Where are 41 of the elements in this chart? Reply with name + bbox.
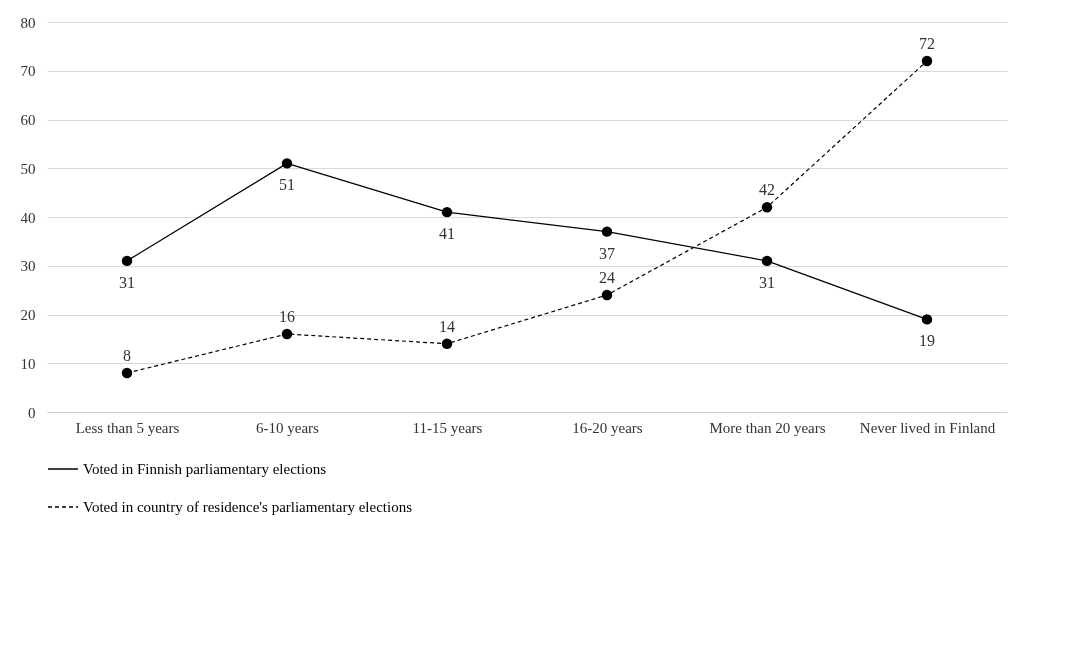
x-tick-label: 6-10 years xyxy=(256,419,320,436)
point xyxy=(761,202,773,213)
data-label: 51 xyxy=(279,176,295,194)
x-tick-label: More than 20 years xyxy=(709,419,826,436)
data-label: 14 xyxy=(439,317,455,335)
y-tick-label: 30 xyxy=(20,258,36,275)
point xyxy=(761,255,773,267)
data-label: 24 xyxy=(599,269,615,286)
point xyxy=(601,226,613,237)
y-tick-label: 0 xyxy=(28,404,36,421)
point xyxy=(441,206,453,218)
y-tick-label: 60 xyxy=(20,112,36,128)
point xyxy=(441,338,453,349)
y-tick-label: 40 xyxy=(20,209,36,226)
data-label: 41 xyxy=(439,225,455,243)
data-label: 31 xyxy=(119,273,135,291)
point xyxy=(281,328,293,340)
y-tick-label: 70 xyxy=(20,63,36,80)
data-label: 19 xyxy=(919,332,935,350)
point xyxy=(601,289,613,301)
legend-label: Voted in country of residence's parliamentary elections xyxy=(83,499,413,515)
point xyxy=(121,255,133,267)
y-tick-label: 20 xyxy=(20,307,36,323)
x-tick-label: 16-20 years xyxy=(572,419,643,436)
point xyxy=(121,367,133,379)
data-label: 37 xyxy=(599,244,615,262)
data-label: 31 xyxy=(759,273,775,291)
point xyxy=(281,158,293,169)
data-label: 42 xyxy=(759,181,775,199)
data-label: 72 xyxy=(919,35,935,52)
point xyxy=(921,55,933,67)
y-tick-label: 10 xyxy=(20,355,36,372)
data-label: 16 xyxy=(279,308,295,325)
y-tick-label: 80 xyxy=(20,14,36,31)
data-label: 8 xyxy=(123,347,131,364)
x-tick-label: Never lived in Finland xyxy=(859,419,996,436)
point xyxy=(921,314,933,325)
legend-label: Voted in Finnish parliamentary elections xyxy=(83,461,327,477)
x-tick-label: Less than 5 years xyxy=(75,419,180,436)
x-tick-label: 11-15 years xyxy=(412,419,483,436)
y-tick-label: 50 xyxy=(20,160,36,177)
